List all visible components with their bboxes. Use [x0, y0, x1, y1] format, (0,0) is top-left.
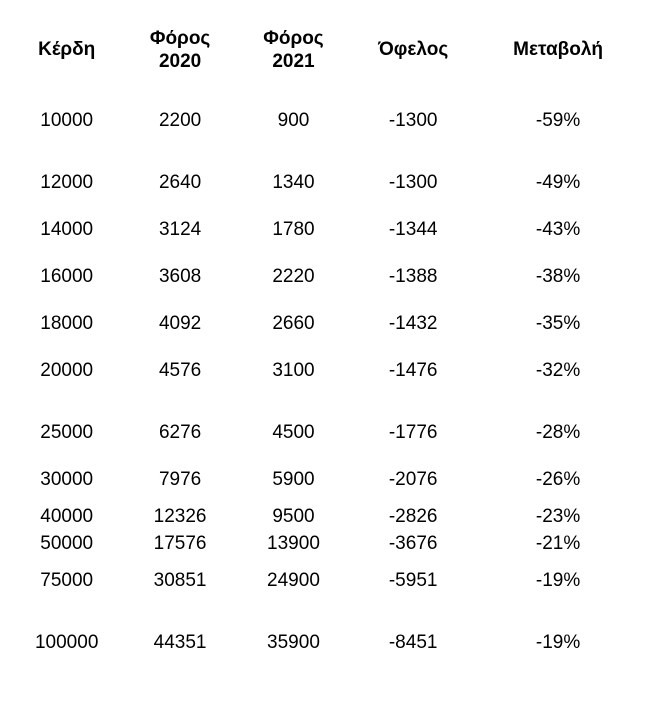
cell-ofelos: -5951: [350, 558, 476, 605]
cell-tax2020: 4092: [123, 301, 236, 348]
tax-comparison-table: ΚέρδηΦόρος2020Φόρος2021ΌφελοςΜεταβολή 10…: [10, 20, 640, 667]
cell-kerdi: 12000: [10, 144, 123, 207]
table-row: 750003085124900-5951-19%: [10, 558, 640, 605]
cell-tax2021: 2220: [237, 254, 350, 301]
cell-change: -43%: [476, 207, 640, 254]
table-row: 2000045763100-1476-32%: [10, 348, 640, 395]
cell-ofelos: -1476: [350, 348, 476, 395]
column-header-label: Φόρος: [263, 28, 323, 51]
cell-kerdi: 30000: [10, 457, 123, 504]
cell-change: -19%: [476, 558, 640, 605]
column-header-change: Μεταβολή: [476, 20, 640, 98]
column-header-tax2020: Φόρος2020: [123, 20, 236, 98]
cell-kerdi: 75000: [10, 558, 123, 605]
cell-tax2020: 12326: [123, 504, 236, 531]
table-header-row: ΚέρδηΦόρος2020Φόρος2021ΌφελοςΜεταβολή: [10, 20, 640, 98]
cell-kerdi: 25000: [10, 394, 123, 457]
cell-ofelos: -1432: [350, 301, 476, 348]
cell-ofelos: -2076: [350, 457, 476, 504]
cell-tax2020: 6276: [123, 394, 236, 457]
cell-tax2020: 4576: [123, 348, 236, 395]
cell-tax2021: 4500: [237, 394, 350, 457]
cell-tax2021: 900: [237, 98, 350, 145]
column-header-sublabel: 2020: [150, 51, 210, 74]
cell-kerdi: 14000: [10, 207, 123, 254]
cell-tax2020: 2640: [123, 144, 236, 207]
table-row: 3000079765900-2076-26%: [10, 457, 640, 504]
cell-change: -21%: [476, 531, 640, 558]
cell-change: -35%: [476, 301, 640, 348]
cell-tax2021: 35900: [237, 604, 350, 667]
cell-tax2020: 3608: [123, 254, 236, 301]
cell-ofelos: -8451: [350, 604, 476, 667]
cell-kerdi: 100000: [10, 604, 123, 667]
cell-change: -59%: [476, 98, 640, 145]
cell-kerdi: 50000: [10, 531, 123, 558]
cell-ofelos: -1344: [350, 207, 476, 254]
cell-change: -38%: [476, 254, 640, 301]
cell-ofelos: -1300: [350, 144, 476, 207]
cell-tax2021: 1340: [237, 144, 350, 207]
cell-tax2021: 13900: [237, 531, 350, 558]
table-row: 40000123269500-2826-23%: [10, 504, 640, 531]
column-header-sublabel: 2021: [263, 51, 323, 74]
cell-tax2020: 30851: [123, 558, 236, 605]
table-row: 100002200900-1300-59%: [10, 98, 640, 145]
column-header-kerdi: Κέρδη: [10, 20, 123, 98]
cell-ofelos: -1776: [350, 394, 476, 457]
cell-change: -23%: [476, 504, 640, 531]
cell-kerdi: 20000: [10, 348, 123, 395]
cell-change: -26%: [476, 457, 640, 504]
cell-change: -49%: [476, 144, 640, 207]
cell-tax2020: 44351: [123, 604, 236, 667]
table-row: 500001757613900-3676-21%: [10, 531, 640, 558]
cell-tax2020: 3124: [123, 207, 236, 254]
cell-tax2021: 24900: [237, 558, 350, 605]
cell-change: -28%: [476, 394, 640, 457]
cell-tax2021: 1780: [237, 207, 350, 254]
table-row: 1000004435135900-8451-19%: [10, 604, 640, 667]
cell-change: -32%: [476, 348, 640, 395]
table-row: 1800040922660-1432-35%: [10, 301, 640, 348]
cell-tax2021: 9500: [237, 504, 350, 531]
cell-tax2021: 3100: [237, 348, 350, 395]
column-header-tax2021: Φόρος2021: [237, 20, 350, 98]
cell-kerdi: 16000: [10, 254, 123, 301]
table-row: 1400031241780-1344-43%: [10, 207, 640, 254]
table-row: 1600036082220-1388-38%: [10, 254, 640, 301]
column-header-ofelos: Όφελος: [350, 20, 476, 98]
cell-kerdi: 10000: [10, 98, 123, 145]
cell-tax2021: 2660: [237, 301, 350, 348]
cell-kerdi: 18000: [10, 301, 123, 348]
cell-tax2021: 5900: [237, 457, 350, 504]
cell-tax2020: 7976: [123, 457, 236, 504]
column-header-label: Φόρος: [150, 28, 210, 51]
table-row: 1200026401340-1300-49%: [10, 144, 640, 207]
cell-tax2020: 2200: [123, 98, 236, 145]
cell-ofelos: -3676: [350, 531, 476, 558]
table-row: 2500062764500-1776-28%: [10, 394, 640, 457]
cell-ofelos: -1388: [350, 254, 476, 301]
cell-ofelos: -2826: [350, 504, 476, 531]
cell-tax2020: 17576: [123, 531, 236, 558]
cell-kerdi: 40000: [10, 504, 123, 531]
cell-ofelos: -1300: [350, 98, 476, 145]
cell-change: -19%: [476, 604, 640, 667]
